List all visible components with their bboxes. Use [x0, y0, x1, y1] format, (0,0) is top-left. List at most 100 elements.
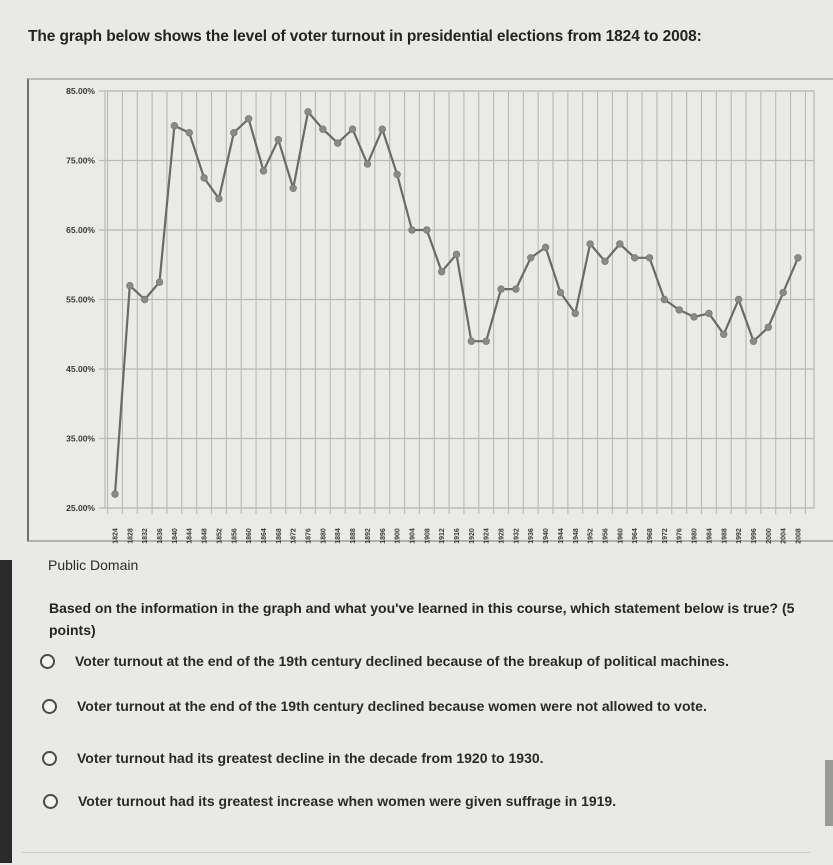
x-tick-label: 1948 [573, 528, 580, 544]
data-point-marker [645, 254, 654, 262]
turnout-line [113, 110, 800, 495]
radio-button-icon[interactable] [42, 750, 57, 766]
x-tick-label: 1908 [424, 528, 431, 544]
y-tick-label: 35.00% [66, 434, 95, 444]
x-tick-label: 1884 [335, 528, 342, 544]
data-point-marker [779, 288, 787, 297]
option-label: Voter turnout had its greatest decline i… [77, 750, 544, 766]
data-point-marker [512, 285, 520, 293]
data-point-marker [705, 309, 713, 318]
data-point-marker [630, 254, 639, 262]
data-point-marker [616, 240, 624, 248]
data-point-marker [126, 281, 134, 290]
x-tick-label: 1880 [320, 528, 327, 544]
intro-text: The graph below shows the level of voter… [28, 28, 702, 45]
y-tick-label: 45.00% [66, 364, 95, 374]
data-point-marker [304, 108, 312, 116]
answer-option-3[interactable]: Voter turnout had its greatest decline i… [42, 750, 544, 766]
data-point-marker [720, 330, 728, 338]
y-tick-label: 75.00% [66, 156, 95, 166]
x-tick-label: 1968 [647, 528, 654, 544]
voter-turnout-chart: 25.00% 35.00% 45.00% 55.00% 65.00% 75.00% 85.0… [27, 78, 833, 544]
x-tick-label: 1860 [246, 528, 253, 544]
x-tick-label: 1992 [736, 528, 743, 544]
answer-option-1[interactable]: Voter turnout at the end of the 19th cen… [40, 653, 729, 669]
radio-button-icon[interactable] [43, 793, 58, 809]
data-point-marker [541, 243, 550, 252]
x-tick-label: 1956 [602, 528, 609, 544]
x-tick-label: 1924 [484, 528, 491, 544]
data-point-marker [408, 226, 416, 234]
data-point-marker [764, 323, 773, 331]
x-tick-label: 1980 [692, 528, 699, 544]
x-tick-label: 1936 [528, 528, 535, 544]
x-tick-label: 1944 [558, 528, 565, 544]
x-tick-label: 1952 [588, 528, 595, 544]
x-tick-label: 1840 [172, 528, 179, 544]
x-tick-label: 1836 [157, 528, 164, 544]
data-point-marker [571, 309, 579, 318]
x-tick-label: 1900 [395, 528, 402, 544]
x-tick-label: 1940 [543, 528, 550, 544]
data-point-marker [289, 184, 297, 192]
screen-edge [0, 560, 12, 863]
data-point-marker [734, 295, 743, 304]
x-tick-label: 1984 [706, 528, 713, 544]
data-point-marker [497, 285, 505, 293]
data-point-marker [467, 337, 476, 345]
x-tick-label: 2000 [766, 528, 773, 544]
x-tick-label: 1932 [513, 528, 520, 544]
x-tick-label: 1928 [499, 528, 506, 544]
data-point-marker [601, 257, 609, 265]
data-point-marker [319, 125, 327, 133]
option-label: Voter turnout had its greatest increase … [78, 793, 617, 809]
x-tick-label: 1960 [617, 528, 624, 544]
data-point-marker [556, 288, 565, 297]
x-tick-label: 1888 [350, 528, 357, 544]
option-label: Voter turnout at the end of the 19th cen… [75, 653, 729, 669]
data-point-marker [527, 254, 535, 262]
x-tick-label: 1848 [202, 528, 209, 544]
data-point-marker [437, 268, 446, 276]
x-tick-label: 1920 [469, 528, 476, 544]
y-tick-label: 25.00% [66, 503, 95, 513]
x-tick-label: 2008 [796, 528, 803, 544]
answer-option-4[interactable]: Voter turnout had its greatest increase … [43, 793, 616, 809]
data-point-marker [259, 167, 268, 175]
x-tick-label: 1976 [677, 528, 684, 544]
radio-button-icon[interactable] [40, 653, 55, 669]
answer-option-2[interactable]: Voter turnout at the end of the 19th cen… [42, 698, 707, 714]
data-point-marker [244, 115, 253, 123]
data-point-marker [200, 174, 208, 182]
data-point-marker [393, 170, 401, 179]
data-point-marker [749, 337, 758, 345]
x-tick-label: 1964 [632, 528, 639, 544]
radio-button-icon[interactable] [42, 698, 57, 714]
x-tick-label: 1864 [261, 528, 268, 544]
data-point-marker [185, 128, 193, 137]
data-point-marker [794, 254, 802, 262]
data-point-marker [334, 139, 342, 147]
x-tick-label: 1844 [187, 528, 194, 544]
divider [22, 852, 810, 853]
x-tick-label: 1904 [409, 528, 416, 544]
data-point-marker [363, 160, 372, 168]
data-point-marker [155, 278, 164, 286]
data-point-marker [423, 226, 431, 234]
data-point-marker [274, 135, 283, 144]
x-tick-label: 1876 [306, 528, 313, 544]
data-point-marker [586, 240, 594, 248]
x-tick-label: 1892 [365, 528, 372, 544]
image-credit: Public Domain [48, 557, 139, 573]
data-point-marker [140, 295, 149, 304]
x-tick-label: 1868 [276, 528, 283, 544]
x-tick-label: 1896 [380, 528, 387, 544]
y-tick-label: 85.00% [66, 86, 95, 96]
data-point-marker [170, 122, 179, 130]
x-tick-label: 1852 [216, 528, 223, 544]
option-label: Voter turnout at the end of the 19th cen… [77, 698, 707, 714]
data-point-marker [230, 128, 238, 137]
x-tick-label: 1832 [142, 528, 149, 544]
scrollbar-thumb[interactable] [825, 760, 833, 826]
